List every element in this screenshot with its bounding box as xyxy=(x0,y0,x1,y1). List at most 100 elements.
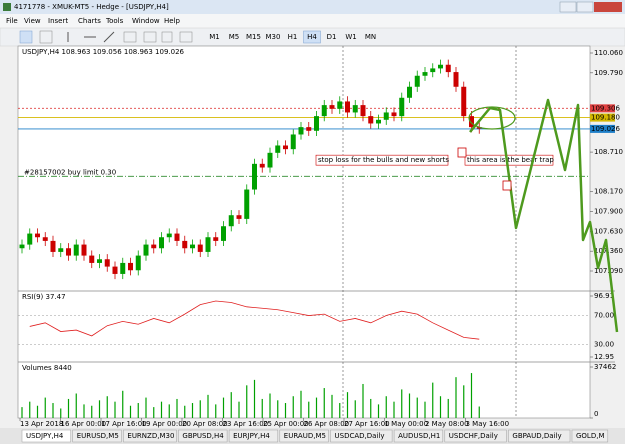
chart-tab-label[interactable]: USDCHF,Daily xyxy=(449,432,498,440)
menu-item[interactable]: Charts xyxy=(78,17,101,25)
chart-tab[interactable] xyxy=(444,429,507,443)
candle-body xyxy=(469,116,474,128)
candle-body xyxy=(337,101,343,109)
timeframe-button[interactable]: M30 xyxy=(266,33,281,41)
menu-item[interactable]: Insert xyxy=(48,17,68,25)
price-tag-label: 109.180 xyxy=(591,114,620,122)
candle-body xyxy=(27,233,33,245)
chart-tab-label[interactable]: USDJPY,H4 xyxy=(26,432,64,440)
annotation: stop loss for the bulls and new shorts xyxy=(318,156,449,164)
minimize-button[interactable] xyxy=(559,1,577,13)
candle-body xyxy=(376,119,381,124)
chart-tab[interactable] xyxy=(21,429,71,443)
candle-body xyxy=(244,189,250,219)
chart-tab[interactable] xyxy=(279,429,329,443)
timeframe-button[interactable]: MN xyxy=(365,33,376,41)
timeframe-button[interactable]: W1 xyxy=(345,33,356,41)
chart-tab-label[interactable]: GBPUSD,H4 xyxy=(182,432,224,440)
chart-tab-label[interactable]: EURNZD,M30 xyxy=(127,432,174,440)
chart-tab[interactable] xyxy=(330,429,393,443)
candle-body xyxy=(383,112,389,120)
annotation-box xyxy=(464,154,554,166)
sell-marker xyxy=(457,147,467,158)
candle-body xyxy=(205,237,211,252)
timeframe-button[interactable]: H4 xyxy=(307,33,317,41)
x-tick-label: 3 May 16:00 xyxy=(466,420,510,428)
close-button[interactable] xyxy=(594,2,622,12)
candle-body xyxy=(58,248,64,252)
candle-body xyxy=(422,72,428,76)
price-tag-label: 109.026 xyxy=(591,125,620,133)
cursor-tool[interactable] xyxy=(19,30,33,44)
candle-body xyxy=(314,116,319,131)
candle-body xyxy=(236,215,242,219)
annotation-box xyxy=(315,154,449,166)
chart-tab-label[interactable]: EURJPY,H4 xyxy=(233,432,270,440)
trendline-tool[interactable] xyxy=(103,31,115,43)
x-tick-label: 25 Apr 00:00 xyxy=(263,420,309,428)
rsi-line xyxy=(29,300,480,340)
forecast-zigzag xyxy=(469,98,619,333)
menu-item[interactable]: Help xyxy=(164,17,181,25)
chart-tab[interactable] xyxy=(123,429,177,443)
menu-item[interactable]: View xyxy=(24,17,41,25)
chart-tab[interactable] xyxy=(178,429,228,443)
chart-tab-label[interactable]: GOLD,M xyxy=(576,432,605,440)
chart-tab-label[interactable]: USDCAD,Daily xyxy=(335,432,385,440)
x-tick-label: 1 May 00:00 xyxy=(385,420,429,428)
chart-tab-label[interactable]: AUDUSD,H1 xyxy=(398,432,440,440)
chart-tab-label[interactable]: EURUSD,M5 xyxy=(77,432,119,440)
candle-body xyxy=(445,64,451,73)
y-tick-label: 96.91 xyxy=(594,292,614,300)
channel-tool[interactable] xyxy=(123,31,137,43)
y-tick-label: 12.95 xyxy=(594,353,614,361)
timeframe-button[interactable]: M15 xyxy=(246,33,261,41)
fibo-tool[interactable] xyxy=(143,31,157,43)
menu-item[interactable]: Window xyxy=(132,17,160,25)
candle-body xyxy=(283,145,288,150)
y-tick-label: 110.060 xyxy=(594,49,623,57)
text-tool[interactable] xyxy=(161,31,173,43)
candle-body xyxy=(174,233,180,241)
chart-tab[interactable] xyxy=(228,429,279,443)
timeframe-button[interactable]: M5 xyxy=(229,33,240,41)
x-tick-label: 26 Apr 08:00 xyxy=(304,420,350,428)
window-title: 4171778 - XMUK-MT5 - Hedge - [USDJPY,H4] xyxy=(14,3,169,11)
shapes-tool[interactable] xyxy=(179,31,193,43)
symbol-header: USDJPY,H4 108.963 109.056 108.963 109.02… xyxy=(22,48,185,56)
y-tick-label: 37462 xyxy=(594,363,616,371)
app-icon xyxy=(3,3,11,11)
x-tick-label: 17 Apr 16:00 xyxy=(101,420,147,428)
candle-body xyxy=(104,259,110,267)
timeframe-button[interactable]: H1 xyxy=(288,33,298,41)
candle-body xyxy=(190,244,195,249)
candle-body xyxy=(50,240,56,252)
candle-body xyxy=(221,226,226,241)
order-label: #28157002 buy limit 0.30 xyxy=(24,168,116,176)
chart-tab[interactable] xyxy=(571,429,609,443)
menu-bar xyxy=(0,14,625,28)
candle-body xyxy=(345,101,350,113)
maximize-button[interactable] xyxy=(576,1,594,13)
y-tick-label: 108.710 xyxy=(594,148,623,156)
chart-tab[interactable] xyxy=(72,429,122,443)
candle-body xyxy=(66,248,71,256)
chart-tab-label[interactable]: GBPAUD,Daily xyxy=(512,432,561,440)
candle-body xyxy=(112,266,118,274)
chart-tab[interactable] xyxy=(393,429,444,443)
x-tick-label: 2 May 08:00 xyxy=(425,420,469,428)
x-tick-label: 16 Apr 00:00 xyxy=(61,420,107,428)
y-tick-label: 30.00 xyxy=(594,341,614,349)
menu-item[interactable]: Tools xyxy=(105,17,124,25)
x-tick-label: 19 Apr 00:00 xyxy=(142,420,188,428)
menu-item[interactable]: File xyxy=(6,17,18,25)
candle-body xyxy=(42,237,48,241)
chart-tab[interactable] xyxy=(508,429,571,443)
timeframe-button[interactable]: M1 xyxy=(209,33,220,41)
chart-tab-label[interactable]: EURAUD,M5 xyxy=(284,432,326,440)
crosshair-tool[interactable] xyxy=(39,30,53,44)
price-tag-label: 109.306 xyxy=(591,104,620,112)
timeframe-button[interactable]: D1 xyxy=(327,33,337,41)
candle-body xyxy=(306,127,312,131)
